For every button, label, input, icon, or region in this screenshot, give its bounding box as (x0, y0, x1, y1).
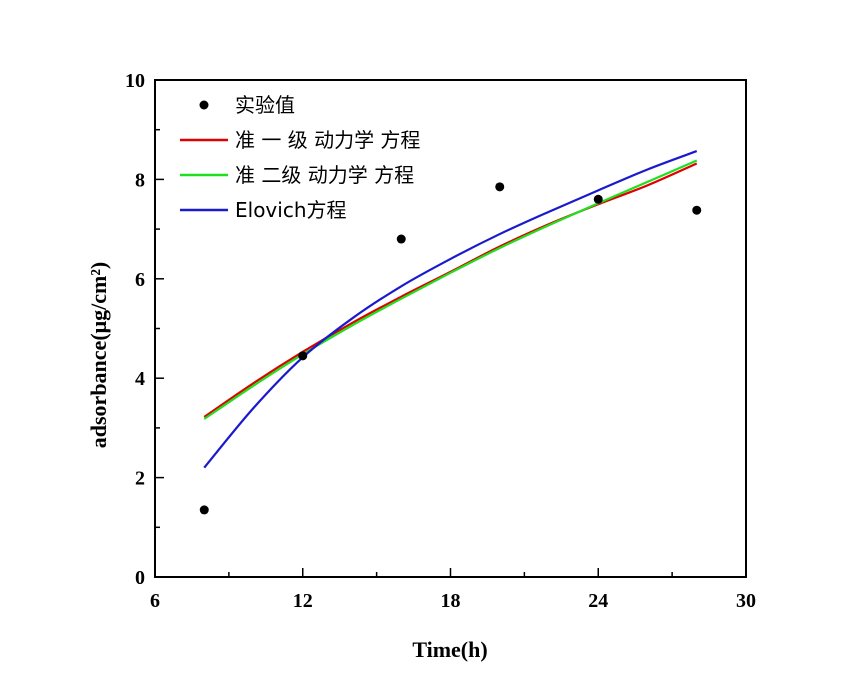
legend-label: 准 一 级 动力学 方程 (235, 128, 420, 152)
legend-swatch-marker (199, 100, 209, 110)
x-tick-label: 18 (441, 590, 461, 612)
legend-label: 准 二级 动力学 方程 (235, 163, 414, 187)
data-point (396, 234, 406, 244)
data-point (298, 351, 308, 361)
data-point (199, 505, 209, 515)
y-tick-label: 0 (135, 567, 145, 589)
data-points (199, 182, 702, 515)
x-axis-title: Time(h) (412, 637, 487, 662)
x-tick-label: 6 (150, 590, 160, 612)
legend-label: Elovich方程 (235, 198, 347, 222)
x-tick-label: 12 (293, 590, 313, 612)
legend-label: 实验值 (235, 93, 295, 117)
y-tick-label: 6 (135, 269, 145, 291)
data-point (495, 182, 505, 192)
y-tick-label: 8 (135, 169, 145, 191)
fit-curve-3 (203, 150, 698, 469)
y-tick-label: 10 (125, 70, 145, 92)
y-axis-title: adsorbance(μg/cm²) (86, 262, 111, 448)
fit-curve-2 (203, 159, 698, 420)
data-point (593, 194, 603, 204)
y-tick-label: 4 (135, 368, 145, 390)
fit-curves (203, 150, 698, 469)
x-tick-label: 30 (736, 590, 756, 612)
y-tick-label: 2 (135, 468, 145, 490)
x-tick-label: 24 (588, 590, 608, 612)
data-point (692, 205, 702, 215)
plot-frame (154, 79, 747, 578)
